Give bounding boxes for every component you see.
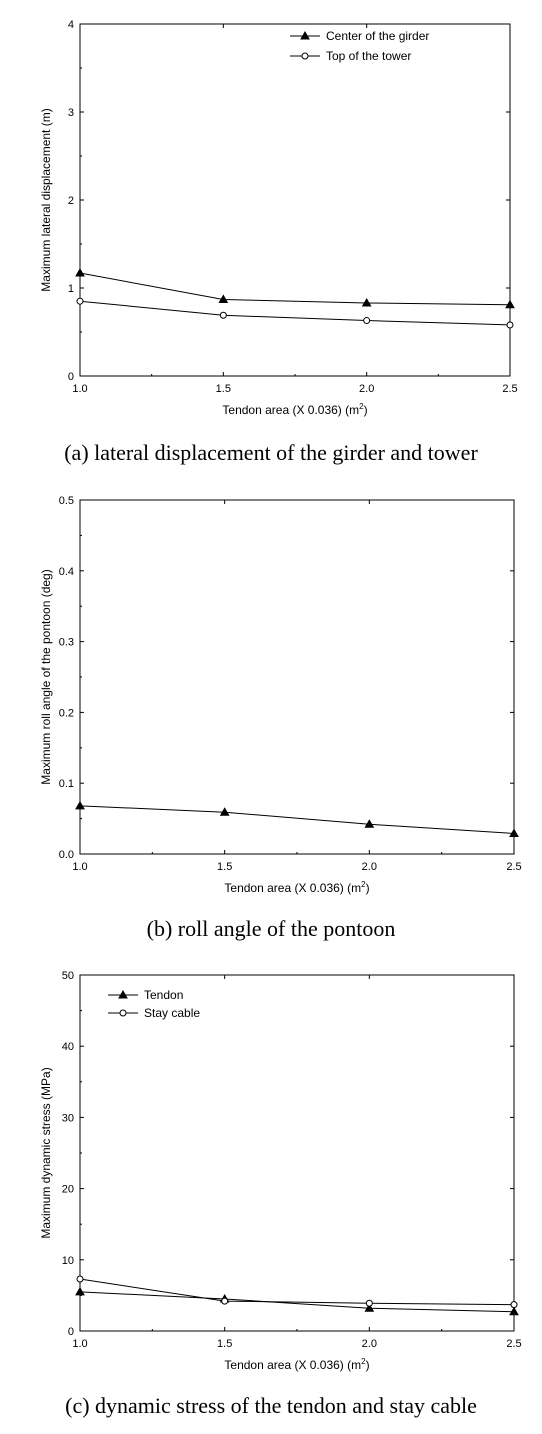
y-tick-label: 0 — [68, 371, 74, 383]
data-point — [218, 294, 229, 303]
legend-marker — [301, 52, 309, 60]
y-tick-label: 4 — [68, 19, 74, 31]
data-point — [361, 297, 372, 307]
series-line — [79, 1291, 515, 1313]
chart-c: 1.0 1.5 2.0 2.5 0 10 20 30 40 50 Tendon area (X 0.… — [39, 970, 522, 1372]
x-tick-label: 2.0 — [362, 1338, 377, 1350]
y-tick-label: 0 — [68, 1326, 74, 1338]
y-tick-label: 3 — [68, 107, 74, 119]
data-point — [364, 1303, 375, 1312]
data-point — [509, 828, 519, 837]
caption-c: (c) dynamic stress of the tendon and sta… — [65, 1393, 477, 1418]
data-point — [75, 268, 85, 277]
x-axis-label: Tendon area (X 0.036) (m2) — [224, 880, 369, 895]
series-line — [79, 805, 515, 834]
y-axis-label: Maximum lateral displacement (m) — [39, 108, 53, 291]
series-tendon — [75, 1286, 519, 1316]
legend-label: Tendon — [144, 988, 183, 1002]
data-point — [76, 1275, 84, 1283]
x-tick-label: 2.0 — [362, 861, 377, 873]
x-tick-label: 2.0 — [359, 383, 374, 395]
x-tick-label: 1.5 — [217, 861, 232, 873]
y-tick-label: 50 — [62, 970, 74, 982]
chart-panel-b: 1.0 1.5 2.0 2.5 0.0 0.1 0.2 0.3 0.4 0.5 Tendon are… — [0, 480, 542, 955]
x-tick-label: 1.0 — [72, 861, 87, 873]
chart-b: 1.0 1.5 2.0 2.5 0.0 0.1 0.2 0.3 0.4 0.5 Tendon are… — [39, 495, 522, 895]
x-tick-label: 1.5 — [217, 1338, 232, 1350]
y-tick-label: 0.1 — [59, 778, 74, 790]
caption-a: (a) lateral displacement of the girder a… — [64, 440, 478, 465]
y-tick-label: 0.0 — [59, 849, 74, 861]
data-point — [221, 1297, 229, 1305]
caption-b: (b) roll angle of the pontoon — [146, 916, 396, 941]
y-tick-label: 10 — [62, 1255, 74, 1267]
series-stay-cable — [76, 1275, 518, 1309]
x-tick-label: 2.5 — [506, 861, 521, 873]
y-tick-label: 20 — [62, 1184, 74, 1196]
series-line — [79, 1278, 515, 1306]
chart-a: 1.0 1.5 2.0 2.5 0 1 2 3 4 Tendon area (X 0.036) (… — [39, 19, 518, 417]
x-tick-label: 1.5 — [216, 383, 231, 395]
y-tick-label: 0.3 — [59, 637, 74, 649]
y-tick-label: 40 — [62, 1041, 74, 1053]
data-point — [363, 317, 371, 325]
data-point — [510, 1301, 518, 1309]
chart-panel-c: 1.0 1.5 2.0 2.5 0 10 20 30 40 50 Tendon area (X 0.… — [0, 955, 542, 1434]
series-0 — [75, 800, 519, 837]
legend-marker — [119, 1009, 127, 1017]
x-tick-label: 1.0 — [72, 383, 87, 395]
x-tick-label: 2.5 — [506, 1338, 521, 1350]
y-axis-label: Maximum dynamic stress (MPa) — [39, 1067, 53, 1238]
series-line — [79, 272, 511, 306]
y-tick-label: 0.4 — [59, 566, 74, 578]
data-point — [364, 819, 375, 828]
y-tick-label: 0.2 — [59, 707, 74, 719]
data-point — [505, 299, 515, 309]
data-point — [75, 800, 85, 810]
legend-label: Stay cable — [144, 1006, 200, 1020]
legend: Tendon Stay cable — [108, 988, 200, 1020]
series-top-of-the-tower — [76, 297, 514, 329]
chart-panel-a: 1.0 1.5 2.0 2.5 0 1 2 3 4 Tendon area (X 0.036) (… — [0, 0, 542, 480]
x-tick-label: 1.0 — [72, 1338, 87, 1350]
legend-label: Top of the tower — [326, 49, 411, 63]
series-line — [79, 300, 511, 326]
y-tick-label: 1 — [68, 283, 74, 295]
y-tick-label: 30 — [62, 1112, 74, 1124]
y-axis-label: Maximum roll angle of the pontoon (deg) — [39, 569, 53, 784]
legend: Center of the girder Top of the tower — [290, 29, 429, 63]
plot-frame — [79, 974, 515, 1332]
legend-marker — [118, 989, 128, 999]
data-point — [75, 1286, 85, 1296]
x-axis-label: Tendon area (X 0.036) (m2) — [224, 1357, 369, 1372]
data-point — [506, 321, 514, 329]
x-axis-label: Tendon area (X 0.036) (m2) — [222, 402, 367, 417]
data-point — [219, 807, 230, 816]
data-point — [509, 1306, 519, 1316]
legend-marker — [300, 30, 310, 40]
data-point — [76, 297, 84, 305]
x-tick-label: 2.5 — [502, 383, 517, 395]
legend-label: Center of the girder — [326, 29, 429, 43]
plot-frame — [79, 499, 515, 855]
data-point — [365, 1299, 373, 1307]
y-tick-label: 2 — [68, 195, 74, 207]
series-center-of-the-girder — [75, 268, 515, 309]
y-tick-label: 0.5 — [59, 495, 74, 507]
data-point — [219, 311, 227, 319]
